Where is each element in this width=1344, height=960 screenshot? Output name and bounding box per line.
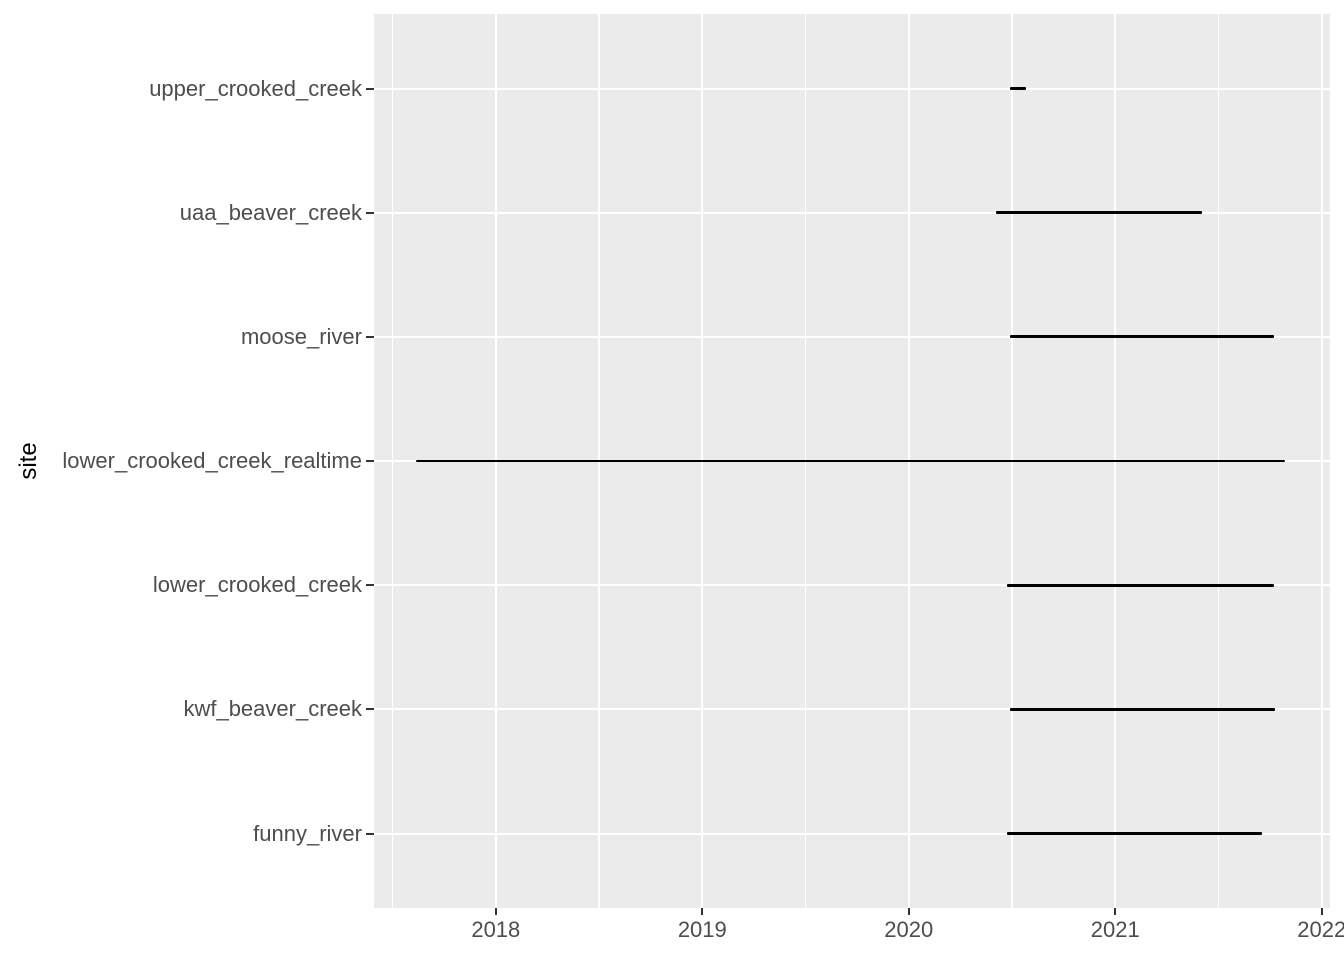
y-axis-label: kwf_beaver_creek <box>183 696 362 722</box>
data-segment <box>1009 707 1276 711</box>
y-axis-label: uaa_beaver_creek <box>179 199 362 225</box>
data-segment <box>416 459 1285 463</box>
y-axis-tick <box>366 335 374 338</box>
x-axis-label: 2021 <box>1090 917 1140 942</box>
x-axis-label: 2018 <box>471 917 521 942</box>
major-gridline-y <box>374 584 1330 587</box>
x-axis-tick <box>907 908 910 915</box>
x-axis-tick <box>1114 908 1117 915</box>
data-segment <box>1006 583 1275 587</box>
y-axis-tick <box>366 460 374 462</box>
major-gridline-y <box>374 211 1330 214</box>
y-axis-tick <box>366 708 374 711</box>
plot-panel <box>374 14 1330 908</box>
y-axis-tick <box>366 832 374 835</box>
major-gridline-y <box>374 87 1330 90</box>
x-axis-label: 2019 <box>677 917 727 942</box>
x-axis-tick <box>494 908 497 915</box>
y-axis-tick <box>366 584 374 587</box>
y-axis-label: funny_river <box>253 820 362 846</box>
x-axis-label: 2020 <box>884 917 934 942</box>
y-axis-label: moose_river <box>240 323 362 349</box>
major-gridline-y <box>374 708 1330 711</box>
x-axis-tick <box>701 908 704 915</box>
data-segment <box>1009 87 1027 90</box>
y-axis-label: lower_crooked_creek_realtime <box>62 448 362 473</box>
data-segment <box>1009 335 1275 339</box>
y-axis-label: lower_crooked_creek <box>152 572 362 598</box>
major-gridline-y <box>374 335 1330 338</box>
y-axis-tick <box>366 211 374 214</box>
major-gridline-y <box>374 832 1330 835</box>
data-segment <box>1006 832 1262 835</box>
x-axis-label: 2022 <box>1297 917 1344 942</box>
data-segment <box>995 211 1202 214</box>
x-axis-tick <box>1320 908 1323 915</box>
y-axis-tick <box>366 87 374 90</box>
y-axis-label: upper_crooked_creek <box>149 75 362 101</box>
